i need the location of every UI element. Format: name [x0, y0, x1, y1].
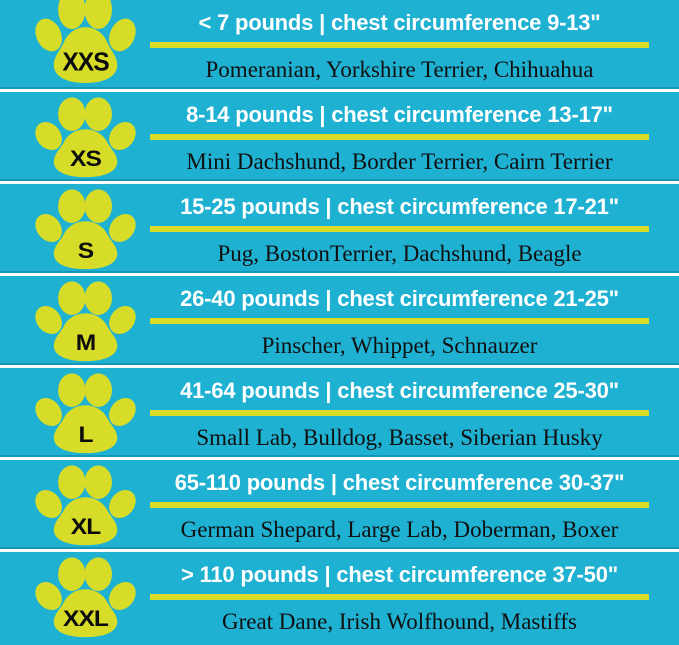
header-underline — [150, 226, 649, 233]
paw-icon: XXL — [0, 552, 148, 645]
weight-chest-header: 15-25 pounds | chest circumference 17-21… — [180, 194, 619, 219]
size-row-xxs: XXS < 7 pounds | chest circumference 9-1… — [0, 0, 679, 89]
breed-list: Small Lab, Bulldog, Basset, Siberian Hus… — [196, 425, 603, 451]
weight-chest-header: 65-110 pounds | chest circumference 30-3… — [174, 470, 625, 495]
breed-list: Pinscher, Whippet, Schnauzer — [261, 333, 538, 359]
size-label: L — [78, 423, 93, 447]
header-underline — [150, 134, 649, 141]
paw-icon: M — [0, 276, 148, 363]
size-label: XXL — [63, 607, 109, 631]
paw-icon: XL — [0, 460, 148, 547]
size-row-s: S 15-25 pounds | chest circumference 17-… — [0, 184, 679, 273]
breed-list: Mini Dachshund, Border Terrier, Cairn Te… — [186, 149, 613, 175]
breed-list: Pug, BostonTerrier, Dachshund, Beagle — [217, 241, 582, 267]
paw-icon: XXS — [0, 0, 148, 87]
paw-icon: S — [0, 184, 148, 271]
breed-list: Pomeranian, Yorkshire Terrier, Chihuahua — [205, 57, 594, 83]
paw-icon: L — [0, 368, 148, 455]
size-label: XL — [71, 515, 101, 539]
header-underline — [150, 410, 649, 417]
paw-icon: XS — [0, 92, 148, 179]
weight-chest-header: 8-14 pounds | chest circumference 13-17" — [186, 102, 613, 127]
weight-chest-header: 41-64 pounds | chest circumference 25-30… — [180, 378, 619, 403]
header-underline — [150, 594, 649, 601]
size-row-m: M 26-40 pounds | chest circumference 21-… — [0, 276, 679, 365]
size-row-l: L 41-64 pounds | chest circumference 25-… — [0, 368, 679, 457]
breed-list: German Shepard, Large Lab, Doberman, Box… — [180, 517, 619, 543]
breed-list: Great Dane, Irish Wolfhound, Mastiffs — [221, 609, 577, 635]
size-label: M — [76, 331, 96, 355]
header-underline — [150, 502, 649, 509]
header-underline — [150, 318, 649, 325]
weight-chest-header: > 110 pounds | chest circumference 37-50… — [181, 562, 618, 587]
size-label: S — [78, 239, 94, 263]
size-label: XS — [70, 147, 101, 171]
size-row-xxl: XXL > 110 pounds | chest circumference 3… — [0, 552, 679, 645]
size-label: XXS — [62, 48, 109, 76]
weight-chest-header: 26-40 pounds | chest circumference 21-25… — [180, 286, 619, 311]
size-row-xs: XS 8-14 pounds | chest circumference 13-… — [0, 92, 679, 181]
size-row-xl: XL 65-110 pounds | chest circumference 3… — [0, 460, 679, 549]
weight-chest-header: < 7 pounds | chest circumference 9-13" — [198, 10, 601, 35]
header-underline — [150, 42, 649, 49]
